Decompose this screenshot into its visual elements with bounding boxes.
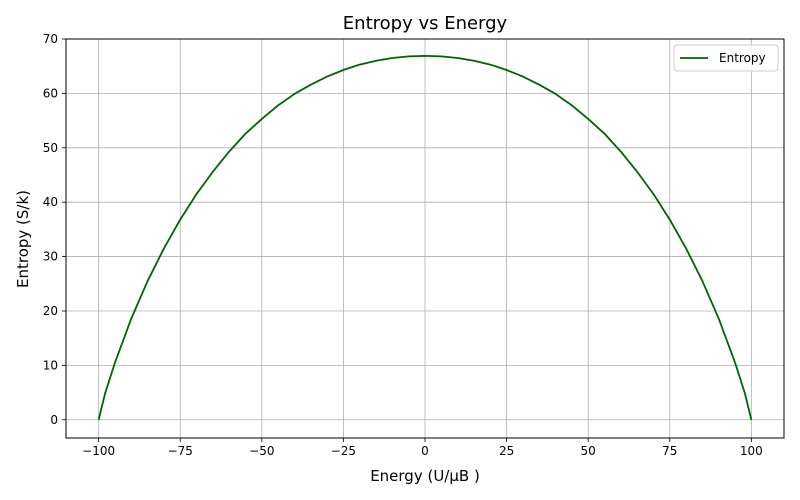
y-tick-label: 60 xyxy=(43,86,58,100)
y-tick-label: 0 xyxy=(50,413,58,427)
y-tick-label: 30 xyxy=(43,250,58,264)
y-tick-label: 40 xyxy=(43,195,58,209)
y-axis-label: Entropy (S/k) xyxy=(14,190,32,288)
entropy-series-line xyxy=(97,54,753,420)
axis-ticks: −100 −75 −50 −25 0 25 50 75 100 0 10 20 30 40 50 60 70 xyxy=(43,32,763,458)
y-tick-label: 70 xyxy=(43,32,58,46)
legend: Entropy xyxy=(673,44,779,72)
x-tick-label: −25 xyxy=(331,444,356,458)
x-axis-label: Energy (U/μB ) xyxy=(370,467,480,485)
x-tick-label: 75 xyxy=(662,444,677,458)
chart-title: Entropy vs Energy xyxy=(343,13,508,34)
grid-lines xyxy=(66,38,784,438)
x-tick-label: 0 xyxy=(421,444,429,458)
y-tick-label: 20 xyxy=(43,304,58,318)
y-tick-label: 50 xyxy=(43,141,58,155)
x-tick-label: −50 xyxy=(249,444,274,458)
x-tick-label: −75 xyxy=(168,444,193,458)
x-tick-label: 100 xyxy=(740,444,763,458)
legend-label: Entropy xyxy=(719,51,766,65)
legend-box xyxy=(673,44,779,72)
y-tick-label: 10 xyxy=(43,358,58,372)
x-tick-label: −100 xyxy=(82,444,115,458)
series-layer xyxy=(97,54,753,420)
x-tick-label: 25 xyxy=(499,444,514,458)
x-tick-label: 50 xyxy=(581,444,596,458)
